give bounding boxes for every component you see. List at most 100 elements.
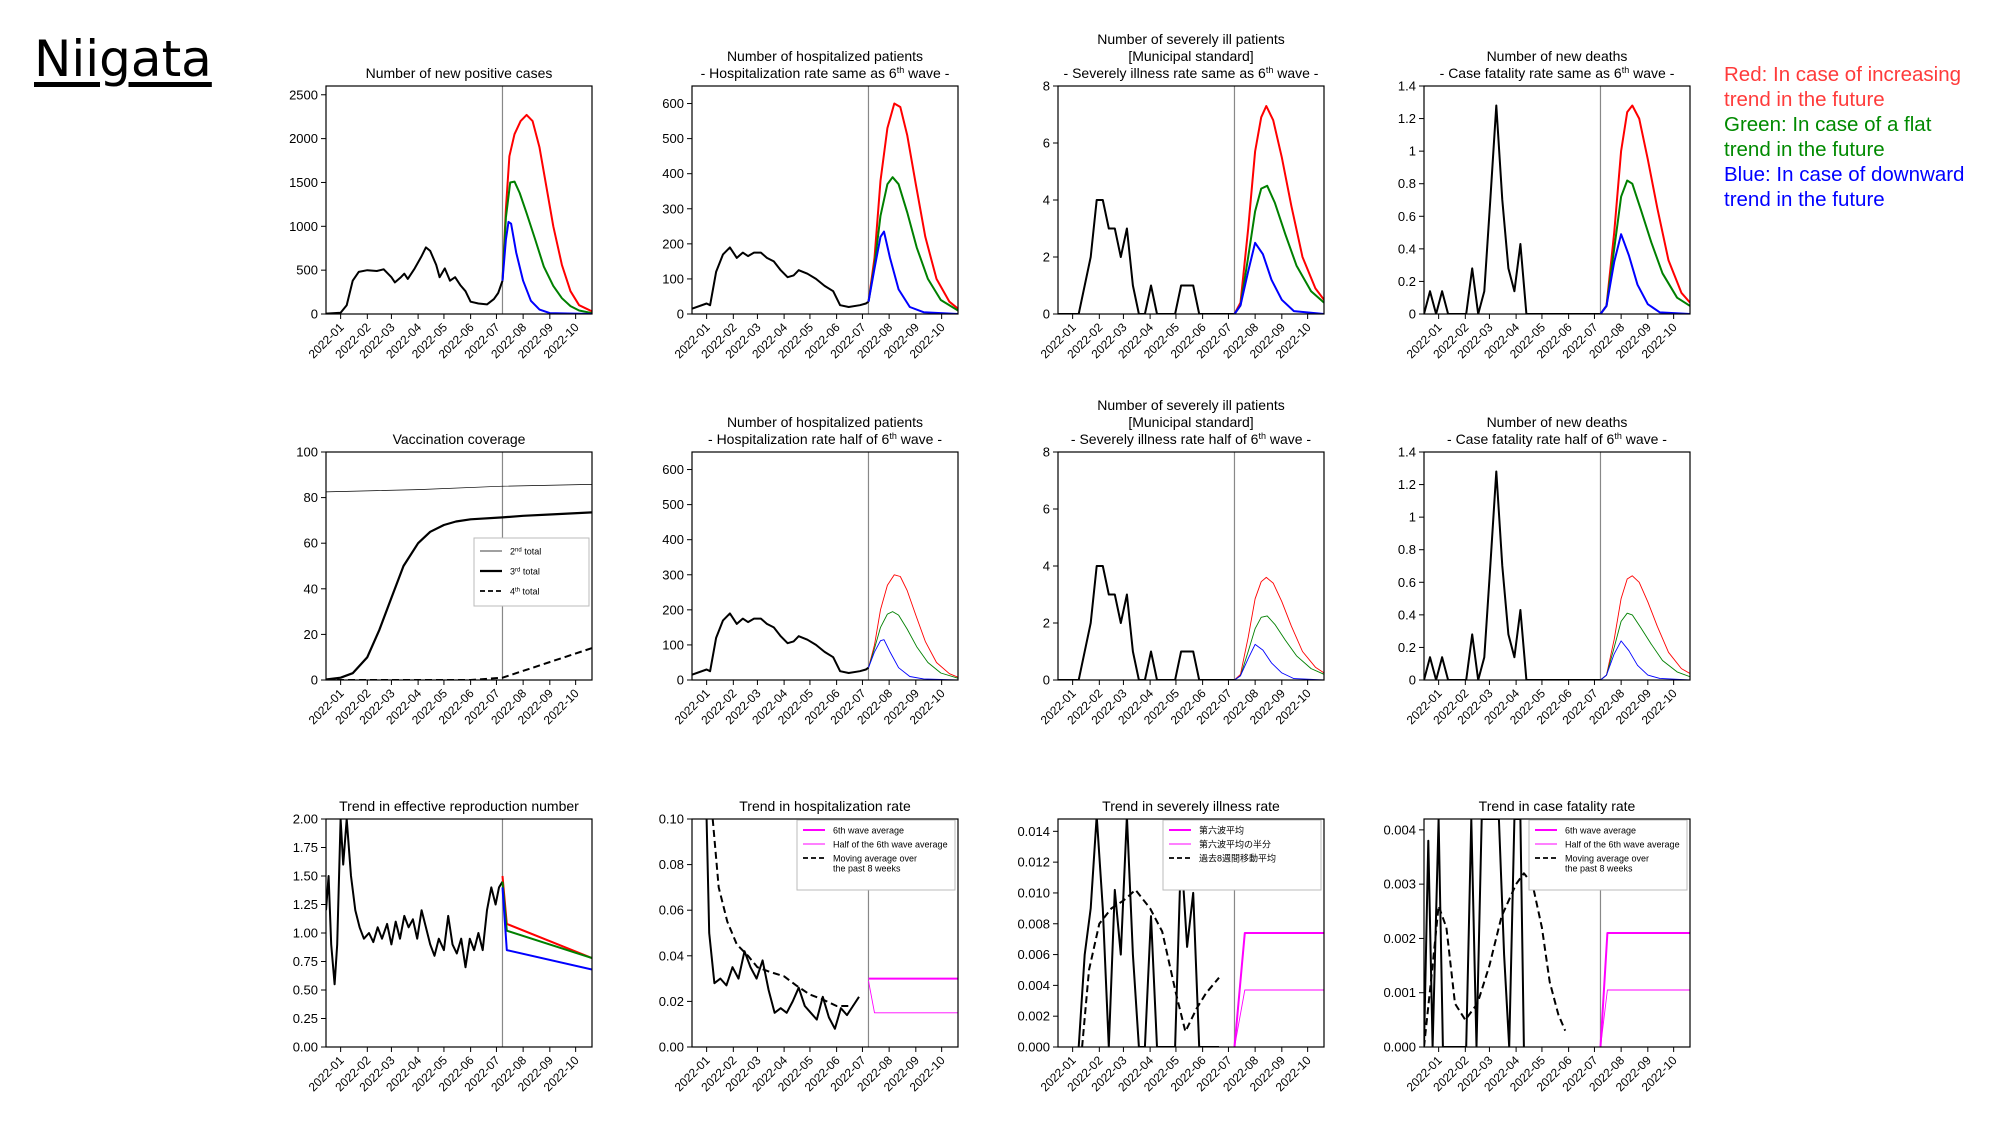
chart-title-line: Number of new positive cases [366, 65, 553, 81]
legend-label: Moving average over the past 8 weeks [833, 854, 917, 874]
y-tick-label: 600 [662, 96, 684, 111]
y-tick-label: 0.004 [1017, 978, 1050, 993]
y-tick-label: 0.4 [1398, 607, 1416, 622]
y-tick-label: 400 [662, 532, 684, 547]
series-line-blue [868, 639, 958, 680]
plot-frame [1423, 85, 1691, 315]
series-line-green [501, 180, 592, 314]
y-tick-label: 0.012 [1017, 855, 1050, 870]
chart-title-line: - Severely illness rate same as 6th wave… [1064, 65, 1319, 81]
y-tick-label: 6 [1043, 136, 1050, 151]
y-tick-label: 4 [1043, 193, 1050, 208]
legend-label: 2nd total [510, 547, 541, 557]
plot-frame [325, 818, 593, 1048]
series-line-black [326, 484, 592, 493]
legend-label: Moving average over the past 8 weeks [1565, 854, 1649, 874]
chart-title-line: Vaccination coverage [393, 431, 526, 447]
series-line-green [1599, 179, 1690, 314]
series-line-black [326, 246, 504, 314]
series-line-blue [1234, 643, 1324, 680]
legend-label: 第六波平均の半分 [1199, 839, 1271, 850]
y-tick-label: 0.04 [659, 948, 684, 963]
series-line-red [501, 875, 592, 960]
y-tick-label: 1.4 [1398, 79, 1416, 94]
chart-title-line: - Case fatality rate same as 6th wave - [1440, 65, 1675, 81]
chart-title-line: Number of new deaths [1487, 414, 1628, 430]
legend-label: 過去8週間移動平均 [1199, 853, 1276, 864]
chart-title-line: - Hospitalization rate same as 6th wave … [701, 65, 950, 81]
chart-legend: 6th wave average Half of the 6th wave ave… [1528, 819, 1688, 891]
legend-label: 4th total [510, 587, 540, 597]
y-tick-label: 8 [1043, 79, 1050, 94]
y-tick-label: 80 [304, 490, 318, 505]
series-line-magenta [1234, 989, 1324, 1047]
series-line-black [1424, 104, 1601, 314]
y-tick-label: 1.00 [293, 926, 318, 941]
plot-frame [1423, 818, 1691, 1048]
scenario-legend-blue: Blue: In case of downward trend in the f… [1724, 163, 1965, 211]
chart-vaccination: Vaccination coverage0204060801002022-012… [296, 431, 593, 727]
chart-hosp-same: Number of hospitalized patients- Hospita… [662, 48, 959, 361]
y-tick-label: 40 [304, 581, 318, 596]
chart-title-line: Trend in effective reproduction number [339, 798, 579, 814]
y-tick-label: 0.00 [659, 1040, 684, 1055]
chart-severe-rate: Trend in severely illness rate 0.000 0.002… [1017, 798, 1325, 1094]
y-tick-label: 0.50 [293, 983, 318, 998]
y-tick-label: 100 [662, 271, 684, 286]
y-tick-label: 0.004 [1383, 822, 1416, 837]
legend-label: Half of the 6th wave average [1565, 840, 1680, 850]
y-tick-label: 300 [662, 201, 684, 216]
chart-title-line: [Municipal standard] [1128, 48, 1253, 64]
series-line-black [1058, 199, 1235, 314]
y-tick-label: 0.003 [1383, 877, 1416, 892]
y-tick-label: 60 [304, 536, 318, 551]
y-tick-label: 400 [662, 166, 684, 181]
series-line-green [1233, 184, 1324, 314]
legend-box [796, 819, 956, 891]
y-tick-label: 0.000 [1017, 1040, 1050, 1055]
chart-deaths-same: Number of new deaths- Case fatality rate… [1398, 48, 1691, 361]
y-tick-label: 1.2 [1398, 477, 1416, 492]
chart-new-cases: Number of new positive cases 0 500 1000 1500… [289, 65, 593, 361]
series-line-red [1600, 575, 1690, 680]
series-line-red [867, 102, 958, 310]
legend-label: 6th wave average [833, 826, 904, 836]
y-tick-label: 1.25 [293, 897, 318, 912]
y-tick-label: 0 [1043, 673, 1050, 688]
y-tick-label: 0.006 [1017, 947, 1050, 962]
chart-title-line: Number of hospitalized patients [727, 414, 923, 430]
series-line-black [326, 819, 504, 986]
y-tick-label: 500 [662, 131, 684, 146]
legend-label: 3rd total [510, 567, 540, 577]
y-tick-label: 100 [662, 637, 684, 652]
scenario-legend: Red: In case of increasing trend in the … [1724, 62, 1964, 212]
y-tick-label: 0.75 [293, 954, 318, 969]
series-line-red [868, 574, 958, 678]
chart-fatality-rate: Trend in case fatality rate 0.000 0.001 0.0… [1383, 798, 1691, 1094]
series-line-black [692, 246, 870, 310]
y-tick-label: 0 [677, 307, 684, 322]
y-tick-label: 1 [1409, 510, 1416, 525]
plot-frame [691, 85, 959, 315]
y-tick-label: 0.2 [1398, 640, 1416, 655]
series-line-black [1077, 819, 1219, 1047]
y-tick-label: 1000 [289, 219, 318, 234]
page-title: Niigata [34, 30, 212, 88]
y-tick-label: 0.001 [1383, 985, 1416, 1000]
chart-hosp-half: Number of hospitalized patients- Hospita… [662, 414, 959, 727]
y-tick-label: 0.8 [1398, 542, 1416, 557]
series-line-green [501, 881, 592, 960]
legend-box [1528, 819, 1688, 891]
y-tick-label: 0.008 [1017, 916, 1050, 931]
y-tick-label: 0.00 [293, 1040, 318, 1055]
chart-title-line: Number of new deaths [1487, 48, 1628, 64]
series-line-magenta [1599, 932, 1690, 1047]
y-tick-label: 0.6 [1398, 575, 1416, 590]
y-tick-label: 500 [296, 263, 318, 278]
series-line-blue [501, 887, 592, 971]
series-line-blue [501, 220, 592, 314]
series-line-black [705, 819, 860, 1030]
series-line-blue [867, 230, 958, 314]
series-line-black [1058, 565, 1235, 680]
